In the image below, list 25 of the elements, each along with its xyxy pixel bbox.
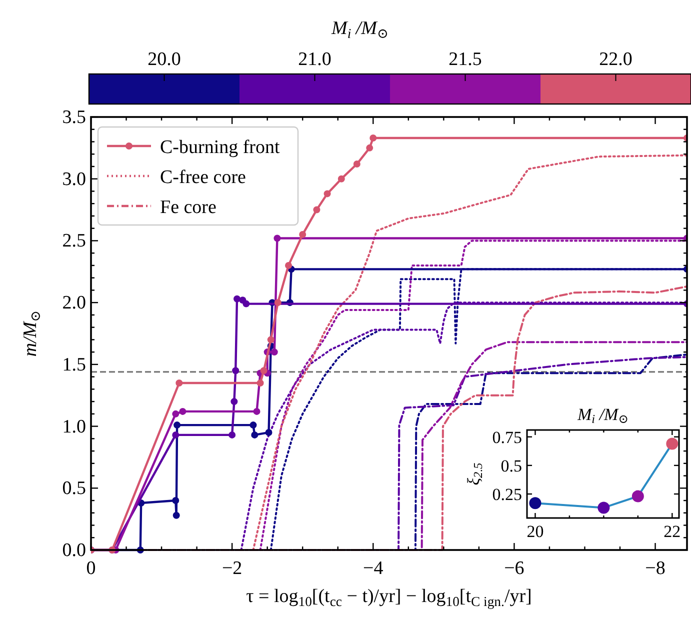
legend-label: C-free core xyxy=(160,167,246,188)
y-tick-label: 0.75 xyxy=(492,428,522,447)
legend-label: Fe core xyxy=(160,197,216,218)
colorbar: 20.0 21.0 21.5 22.0 M$_{i}$ /M$_{⊙}$ xyxy=(88,18,691,105)
y-tick-label: 0.5 xyxy=(500,456,522,476)
x-tick-label: 20 xyxy=(526,522,544,541)
y-tick-label: 1.5 xyxy=(62,354,86,376)
y-tick-label: 0.5 xyxy=(62,478,86,500)
chart-title: M$_{i}$ /M$_{⊙}$ xyxy=(576,405,628,426)
y-tick-label: 2.0 xyxy=(62,292,86,314)
text: τ = log$_{10}$[(t$_{cc}$ − t)/yr] − log$_{10}$[t$_{C ign.}$/yr] xyxy=(246,586,532,608)
y-tick-label: 0.0 xyxy=(62,540,86,561)
x-tick-label: 22 xyxy=(664,522,681,541)
x-tick-label: 0 xyxy=(86,558,96,579)
y-tick-label: 1.0 xyxy=(62,416,86,438)
color-bar-title: M$_{i}$ /M$_{⊙}$ xyxy=(330,18,388,40)
x-tick-label: −6 xyxy=(504,558,524,579)
y-tick-label: 3.0 xyxy=(62,168,86,190)
x-tick-label: −4 xyxy=(363,558,384,579)
legend-label: C-burning front xyxy=(160,137,281,158)
y-tick-label: 0.25 xyxy=(492,485,522,504)
y-tick-label: 2.5 xyxy=(62,230,86,252)
x-tick-label: −8 xyxy=(645,558,666,579)
x-tick-label: −2 xyxy=(222,558,242,579)
y-tick-label: 3.5 xyxy=(62,107,86,128)
